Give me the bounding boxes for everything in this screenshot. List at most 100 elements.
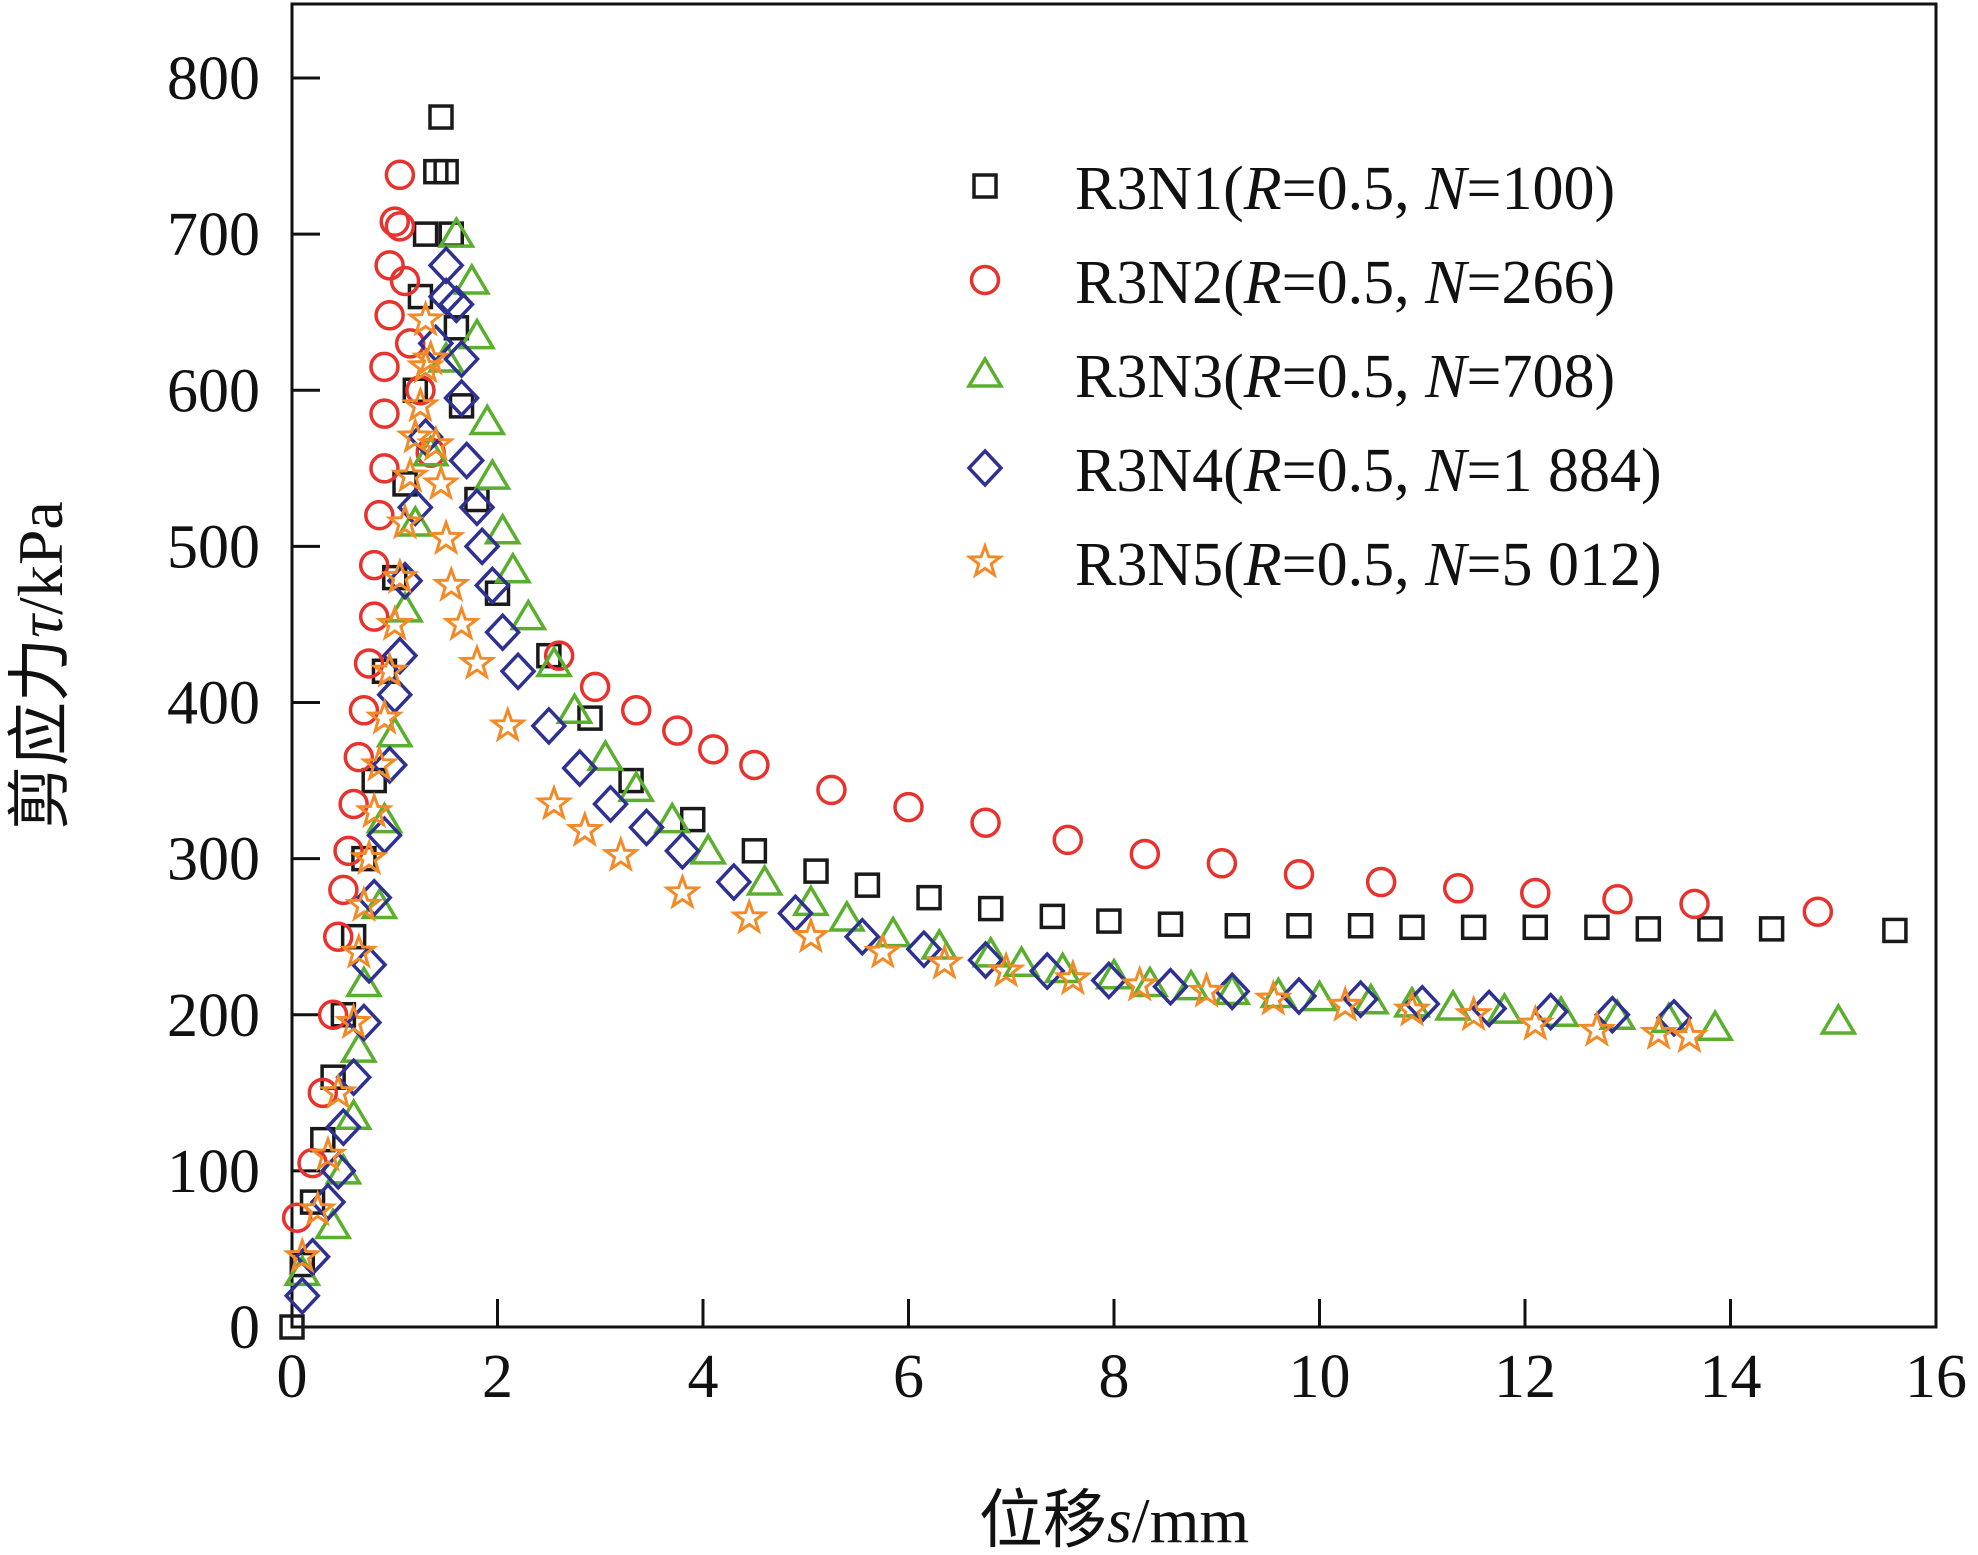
data-point <box>664 831 701 871</box>
legend-marker <box>966 448 1004 488</box>
data-point <box>322 921 354 952</box>
data-point <box>493 551 532 584</box>
data-point <box>335 1057 373 1097</box>
data-point <box>1206 848 1238 879</box>
data-point <box>427 245 465 285</box>
legend-n-value: =1 884) <box>1466 437 1661 505</box>
data-point <box>371 745 409 785</box>
data-point <box>380 557 420 595</box>
data-point <box>354 791 394 829</box>
data-point <box>617 769 656 803</box>
data-point <box>561 748 599 788</box>
legend-marker <box>965 541 1005 579</box>
data-point <box>534 645 574 678</box>
legend-marker <box>969 264 1001 296</box>
data-point <box>473 457 512 490</box>
data-point <box>484 612 522 652</box>
data-point <box>803 858 829 884</box>
y-tick-label: 800 <box>167 45 260 113</box>
data-point <box>384 211 416 242</box>
y-tick-label: 600 <box>167 357 260 425</box>
legend-r-value: =0.5, <box>1282 343 1425 411</box>
data-point <box>1399 914 1425 941</box>
data-point <box>1460 914 1487 941</box>
legend-series-name: R3N5( <box>1075 531 1244 599</box>
data-point <box>384 159 416 191</box>
data-point <box>427 277 465 317</box>
data-point <box>334 1097 373 1130</box>
data-point <box>893 791 924 823</box>
legend-r-value: =0.5, <box>1282 249 1425 317</box>
data-point <box>592 784 629 824</box>
data-point <box>344 965 383 998</box>
data-point <box>1520 877 1551 909</box>
data-point <box>1470 988 1508 1029</box>
legend-r-value: =0.5, <box>1282 155 1425 223</box>
y-tick-label: 300 <box>167 826 260 894</box>
series-r3n5 <box>282 299 1709 1274</box>
data-point <box>1325 984 1365 1022</box>
data-point <box>314 1207 353 1240</box>
data-point <box>369 351 400 383</box>
x-tick-label: 6 <box>893 1343 924 1411</box>
y-tick-label: 700 <box>167 201 260 269</box>
data-point <box>345 1003 383 1043</box>
legend-r-symbol: R <box>1243 343 1282 411</box>
data-point <box>1882 917 1908 944</box>
data-point <box>338 788 369 820</box>
data-point <box>843 917 881 957</box>
data-point <box>653 801 692 834</box>
data-point <box>412 221 439 247</box>
data-point <box>1283 858 1315 890</box>
data-point <box>334 1002 374 1040</box>
series-r3n3 <box>283 215 1858 1287</box>
x-axis-title-var: s <box>1107 1485 1132 1555</box>
data-point <box>1635 916 1662 942</box>
data-point <box>319 1151 357 1191</box>
data-point <box>394 328 426 359</box>
data-point <box>628 807 665 847</box>
legend-r-symbol: R <box>1243 437 1282 505</box>
data-point <box>1522 914 1549 941</box>
data-point <box>1802 896 1834 927</box>
data-point <box>1602 883 1633 915</box>
legend-marker <box>965 355 1005 388</box>
data-point <box>1039 903 1066 930</box>
data-point <box>365 697 404 735</box>
data-point <box>1639 1013 1679 1050</box>
data-point <box>1187 970 1226 1008</box>
data-point <box>1532 992 1570 1032</box>
legend: R3N1(R=0.5, N=100)R3N2(R=0.5, N=266)R3N3… <box>965 155 1662 599</box>
data-point <box>986 950 1026 988</box>
legend-n-value: =5 012) <box>1466 531 1661 599</box>
y-axis-title-unit: /kPa <box>5 501 76 615</box>
data-point <box>530 706 568 746</box>
legend-label: R3N2(R=0.5, N=266) <box>1075 249 1615 317</box>
legend-n-symbol: N <box>1424 249 1470 317</box>
data-point <box>400 385 440 423</box>
data-point <box>1094 957 1134 990</box>
data-point <box>389 265 421 297</box>
data-point <box>1442 873 1474 904</box>
data-point <box>1129 838 1161 870</box>
legend-r-symbol: R <box>1243 155 1282 223</box>
data-point <box>433 158 459 185</box>
data-point <box>358 601 390 632</box>
data-point <box>1213 972 1252 1006</box>
data-point <box>360 887 399 920</box>
y-tick-label: 0 <box>229 1294 260 1362</box>
data-point <box>339 931 379 969</box>
data-point <box>905 929 943 969</box>
data-point <box>1028 951 1066 991</box>
y-axis-title-var: τ <box>5 613 76 638</box>
data-point <box>1052 824 1084 856</box>
legend-n-value: =100) <box>1466 155 1615 223</box>
data-point <box>1053 958 1093 996</box>
data-point <box>379 206 410 237</box>
data-point <box>406 299 446 337</box>
data-point <box>1286 913 1312 939</box>
data-point <box>289 1251 316 1278</box>
data-point <box>443 315 470 341</box>
data-point <box>741 838 768 864</box>
y-tick-label: 100 <box>167 1138 260 1206</box>
